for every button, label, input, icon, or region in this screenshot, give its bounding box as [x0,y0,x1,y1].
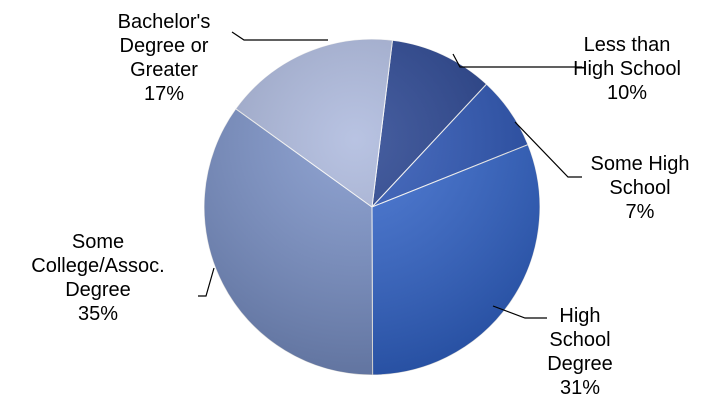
slice-label-less-than-high-school: Less than High School 10% [573,34,681,104]
slice-label-some-college: Some College/Assoc. Degree 35% [31,231,165,325]
slice-label-some-high-school: Some High School 7% [590,153,690,223]
leader-line-less-than-high-school [452,53,582,68]
leader-line-high-school-degree [492,305,547,319]
slice-label-bachelors: Bachelor's Degree or Greater 17% [117,11,211,105]
slice-label-high-school-degree: High School Degree 31% [547,305,613,399]
leader-line-bachelors [231,31,328,41]
leader-line-some-high-school [514,121,582,178]
leader-line-some-college [198,267,215,297]
